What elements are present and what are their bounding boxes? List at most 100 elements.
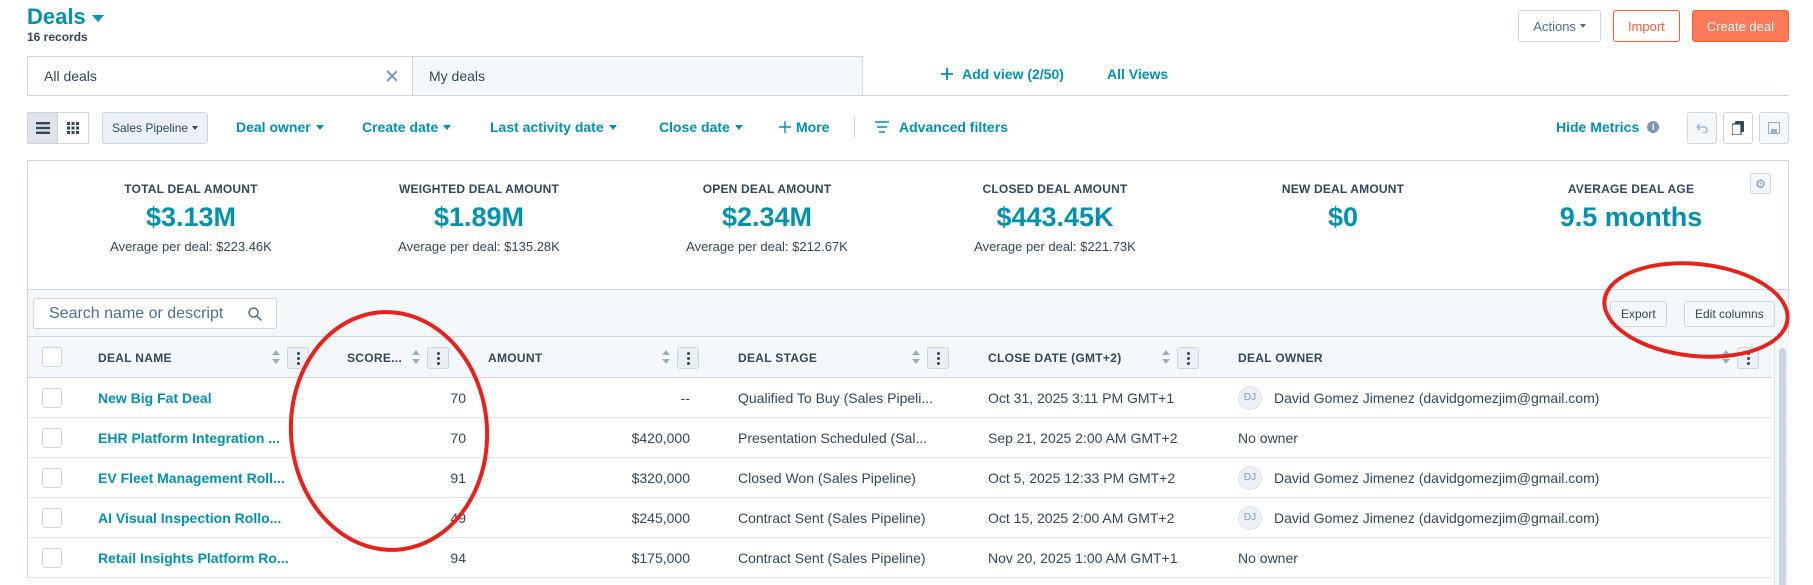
- page-title-dropdown[interactable]: Deals: [27, 4, 104, 30]
- pipeline-label: Sales Pipeline: [112, 121, 189, 135]
- actions-label: Actions: [1533, 18, 1576, 34]
- table-row: EHR Platform Integration ... 70 $420,000…: [28, 418, 1772, 458]
- close-date-cell: Sep 21, 2025 2:00 AM GMT+2: [988, 429, 1178, 446]
- deal-name-link[interactable]: Retail Insights Platform Ro...: [98, 549, 289, 566]
- filter-label: Create date: [362, 119, 439, 135]
- column-menu-button[interactable]: [427, 347, 449, 369]
- sort-icon[interactable]: [662, 350, 670, 364]
- copy-icon: [1732, 121, 1744, 135]
- table-scrollbar[interactable]: [1774, 336, 1789, 585]
- metric-average: Average per deal: $221.73K: [974, 239, 1136, 254]
- close-icon[interactable]: [384, 68, 400, 84]
- column-menu-button[interactable]: [677, 347, 699, 369]
- sort-icon[interactable]: [272, 350, 280, 364]
- metric-value: $0: [1327, 202, 1359, 232]
- owner-name: David Gomez Jimenez (davidgomezjim@gmail…: [1274, 469, 1600, 486]
- info-icon: i: [1647, 121, 1660, 133]
- metric-value: $1.89M: [433, 202, 525, 232]
- all-views-link[interactable]: All Views: [1107, 66, 1169, 82]
- metric-label: WEIGHTED DEAL AMOUNT: [399, 182, 559, 196]
- row-checkbox[interactable]: [42, 548, 62, 568]
- tab-my-deals[interactable]: My deals: [413, 56, 863, 96]
- close-date-filter[interactable]: Close date: [659, 119, 743, 135]
- deal-name-link[interactable]: New Big Fat Deal: [98, 389, 212, 406]
- column-menu-button[interactable]: [1177, 347, 1199, 369]
- column-header-amount[interactable]: AMOUNT: [488, 350, 543, 365]
- column-menu-button[interactable]: [287, 347, 309, 369]
- row-checkbox[interactable]: [42, 508, 62, 528]
- row-checkbox[interactable]: [42, 468, 62, 488]
- clone-view-button[interactable]: [1723, 112, 1753, 144]
- edit-columns-button[interactable]: Edit columns: [1684, 301, 1775, 327]
- row-checkbox[interactable]: [42, 428, 62, 448]
- close-date-cell: Oct 15, 2025 2:00 AM GMT+2: [988, 509, 1175, 526]
- list-view-button[interactable]: [27, 112, 58, 144]
- page-title: Deals: [27, 4, 86, 29]
- amount-cell: $420,000: [631, 429, 690, 446]
- add-view-button[interactable]: Add view (2/50): [940, 66, 1064, 82]
- deal-stage-cell: Contract Sent (Sales Pipeline): [738, 549, 926, 566]
- deal-owner-cell: DJ David Gomez Jimenez (davidgomezjim@gm…: [1238, 458, 1758, 497]
- grid-icon: [67, 122, 79, 134]
- create-date-filter[interactable]: Create date: [362, 119, 452, 135]
- save-view-button[interactable]: [1759, 112, 1789, 144]
- last-activity-filter[interactable]: Last activity date: [490, 119, 617, 135]
- score-cell: 70: [450, 389, 466, 406]
- export-button[interactable]: Export: [1610, 301, 1667, 327]
- column-header-score[interactable]: SCORE...: [347, 350, 403, 365]
- tab-label: My deals: [429, 68, 486, 84]
- pipeline-select[interactable]: Sales Pipeline: [102, 112, 209, 144]
- undo-button[interactable]: [1687, 112, 1717, 144]
- metric-value: $3.13M: [145, 202, 237, 232]
- row-checkbox[interactable]: [42, 388, 62, 408]
- metric-total-deal-amount: TOTAL DEAL AMOUNT $3.13M Average per dea…: [47, 182, 335, 254]
- hide-metrics-button[interactable]: Hide Metrics i: [1556, 119, 1660, 135]
- avatar: DJ: [1238, 465, 1262, 490]
- metric-label: OPEN DEAL AMOUNT: [702, 182, 832, 196]
- metric-average: Average per deal: $135.28K: [398, 239, 560, 254]
- board-view-button[interactable]: [58, 112, 89, 144]
- deal-stage-cell: Qualified To Buy (Sales Pipeli...: [738, 389, 934, 406]
- column-header-close-date[interactable]: CLOSE DATE (GMT+2): [988, 350, 1122, 365]
- deal-name-link[interactable]: EV Fleet Management Roll...: [98, 469, 285, 486]
- plus-icon: [779, 121, 791, 133]
- tab-all-deals[interactable]: All deals: [27, 56, 413, 96]
- column-menu-button[interactable]: [927, 347, 949, 369]
- column-menu-button[interactable]: [1737, 347, 1759, 369]
- deal-stage-cell: Contract Sent (Sales Pipeline): [738, 509, 926, 526]
- filter-divider: [854, 116, 855, 138]
- deal-owner-cell: DJ David Gomez Jimenez (davidgomezjim@gm…: [1238, 378, 1758, 417]
- table-toolbar: Export Edit columns: [27, 289, 1789, 336]
- score-cell: 94: [450, 549, 466, 566]
- sort-icon[interactable]: [412, 350, 420, 364]
- column-header-deal-owner[interactable]: DEAL OWNER: [1238, 350, 1323, 365]
- metrics-settings-button[interactable]: ⚙: [1750, 173, 1771, 194]
- column-header-deal-stage[interactable]: DEAL STAGE: [738, 350, 818, 365]
- select-all-checkbox[interactable]: [42, 347, 62, 367]
- avatar: DJ: [1238, 505, 1262, 530]
- deal-name-link[interactable]: AI Visual Inspection Rollo...: [98, 509, 282, 526]
- scrollbar-thumb[interactable]: [1779, 348, 1786, 585]
- close-date-cell: Oct 5, 2025 12:33 PM GMT+2: [988, 469, 1176, 486]
- deal-owner-filter[interactable]: Deal owner: [236, 119, 324, 135]
- column-header-deal-name[interactable]: DEAL NAME: [98, 350, 172, 365]
- score-cell: 49: [450, 509, 466, 526]
- deal-stage-cell: Presentation Scheduled (Sal...: [738, 429, 928, 446]
- metric-value: 9.5 months: [1559, 202, 1703, 232]
- metric-closed-deal-amount: CLOSED DEAL AMOUNT $443.45K Average per …: [911, 182, 1199, 254]
- deal-name-link[interactable]: EHR Platform Integration ...: [98, 429, 281, 446]
- close-date-cell: Oct 31, 2025 3:11 PM GMT+1: [988, 389, 1175, 406]
- metric-label: NEW DEAL AMOUNT: [1281, 182, 1405, 196]
- import-button[interactable]: Import: [1612, 10, 1680, 42]
- sort-icon[interactable]: [1162, 350, 1170, 364]
- actions-button[interactable]: Actions: [1518, 10, 1601, 42]
- advanced-filters-button[interactable]: Advanced filters: [875, 119, 1008, 135]
- search-field[interactable]: [33, 298, 277, 329]
- create-deal-button[interactable]: Create deal: [1691, 10, 1789, 42]
- sort-icon[interactable]: [1722, 350, 1730, 364]
- search-input[interactable]: [49, 304, 239, 323]
- sort-icon[interactable]: [912, 350, 920, 364]
- metrics-panel: TOTAL DEAL AMOUNT $3.13M Average per dea…: [27, 160, 1789, 289]
- more-filters-button[interactable]: More: [779, 119, 829, 135]
- table-row: AI Visual Inspection Rollo... 49 $245,00…: [28, 498, 1772, 538]
